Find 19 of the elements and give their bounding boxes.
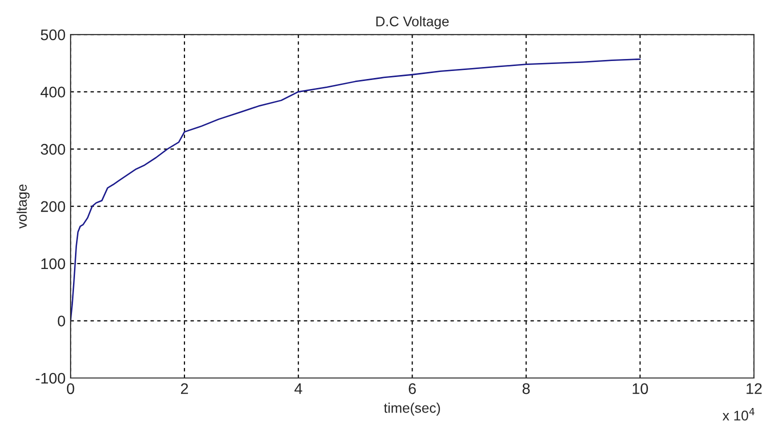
- y-tick-label: 100: [41, 258, 66, 270]
- chart-title: D.C Voltage: [376, 16, 449, 30]
- line-series: [70, 58, 641, 322]
- x-tick-label: 0: [66, 383, 74, 394]
- y-tick-label: 300: [40, 144, 66, 155]
- y-tick-label: 200: [40, 201, 66, 212]
- y-axis-title: voltage: [16, 184, 30, 229]
- x-axis-title: time(sec): [384, 402, 440, 416]
- x-tick-label: 10: [632, 383, 648, 394]
- x-tick-label: 6: [408, 383, 416, 394]
- y-tick-label: -100: [36, 372, 66, 384]
- y-tick-label: 500: [40, 29, 66, 40]
- text: x 10$^{4}$: [722, 408, 754, 421]
- x-tick-label: 2: [180, 383, 188, 394]
- y-tick-label: 0: [58, 316, 66, 326]
- x-tick-label: 4: [294, 383, 302, 394]
- x-tick-label: 8: [522, 383, 530, 394]
- y-tick-label: 400: [40, 86, 66, 98]
- x-tick-label: 12: [746, 383, 762, 394]
